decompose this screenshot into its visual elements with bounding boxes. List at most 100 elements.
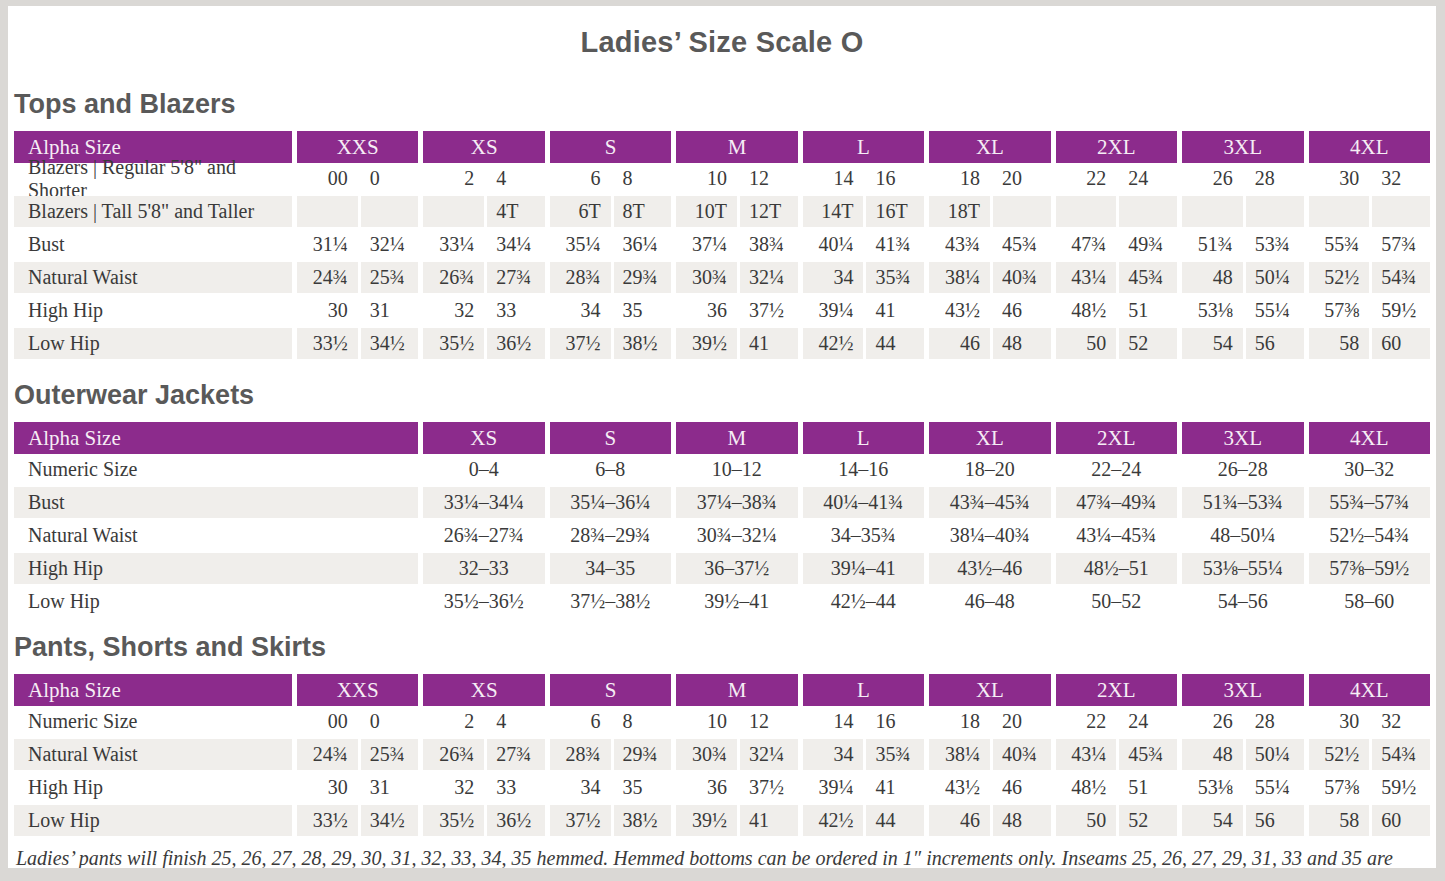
size-column-header: XL bbox=[924, 131, 1050, 163]
size-cell: 3031 bbox=[292, 772, 418, 803]
size-value: 51 bbox=[1116, 772, 1177, 803]
size-cell bbox=[1051, 196, 1177, 227]
size-value bbox=[990, 196, 1051, 227]
size-cell: 50–52 bbox=[1051, 586, 1178, 617]
size-value: 8 bbox=[611, 163, 672, 194]
size-value: 45¾ bbox=[1116, 262, 1177, 293]
table-row: Bust33¼–34¼35¼–36¼37¼–38¾40¼–41¾43¾–45¾4… bbox=[14, 487, 1430, 520]
table-row: Low Hip33½34½35½36½37½38½39½4142½4446485… bbox=[14, 805, 1430, 838]
size-column-header: L bbox=[798, 422, 925, 454]
size-value: 6 bbox=[550, 163, 611, 194]
size-cell: 38¼40¾ bbox=[924, 739, 1050, 770]
size-value: 34 bbox=[550, 295, 611, 326]
table-row: Natural Waist24¾25¾26¾27¾28¾29¾30¾32¼343… bbox=[14, 262, 1430, 295]
row-label: Natural Waist bbox=[14, 739, 292, 770]
row-label: Low Hip bbox=[14, 805, 292, 836]
size-value: 12 bbox=[737, 163, 798, 194]
size-column-header: M bbox=[671, 131, 797, 163]
size-cell: 35½–36½ bbox=[418, 586, 545, 617]
size-value: 42½ bbox=[803, 805, 864, 836]
size-cell: 10T12T bbox=[671, 196, 797, 227]
size-cell: 5860 bbox=[1304, 328, 1430, 359]
size-value: 46 bbox=[929, 805, 990, 836]
size-value: 43¼ bbox=[1056, 262, 1117, 293]
size-value: 32 bbox=[423, 295, 484, 326]
size-cell: 51¾53¾ bbox=[1177, 229, 1303, 260]
size-value: 26 bbox=[1182, 706, 1243, 737]
size-value: 41¾ bbox=[863, 229, 924, 260]
size-value: 00 bbox=[297, 706, 358, 737]
size-value: 24 bbox=[1116, 706, 1177, 737]
size-value: 30 bbox=[297, 295, 358, 326]
size-value: 12 bbox=[737, 706, 798, 737]
size-value: 2 bbox=[423, 163, 484, 194]
row-label: Blazers | Tall 5'8" and Taller bbox=[14, 196, 292, 227]
size-value: 51¾ bbox=[1182, 229, 1243, 260]
size-cell: 37½38½ bbox=[545, 328, 671, 359]
size-value: 20 bbox=[990, 706, 1051, 737]
size-cell: 18–20 bbox=[924, 454, 1051, 485]
size-value: 53⅛ bbox=[1182, 772, 1243, 803]
size-cell: 48½51 bbox=[1051, 295, 1177, 326]
size-cell: 55¾–57¾ bbox=[1304, 487, 1431, 518]
size-cell: 42½44 bbox=[798, 805, 924, 836]
size-value bbox=[297, 196, 358, 227]
size-value: 36¼ bbox=[611, 229, 672, 260]
size-value bbox=[1116, 196, 1177, 227]
size-value: 60 bbox=[1369, 328, 1430, 359]
size-value: 37½ bbox=[737, 295, 798, 326]
size-value: 60 bbox=[1369, 805, 1430, 836]
size-value: 38½ bbox=[611, 328, 672, 359]
size-value: 10T bbox=[676, 196, 737, 227]
size-value: 38¼ bbox=[929, 262, 990, 293]
size-cell: 14T16T bbox=[798, 196, 924, 227]
size-value: 54¾ bbox=[1369, 739, 1430, 770]
section-heading-outerwear-jackets: Outerwear Jackets bbox=[14, 377, 1436, 413]
size-cell: 24¾25¾ bbox=[292, 262, 418, 293]
size-value: 26¾ bbox=[423, 262, 484, 293]
size-value: 26 bbox=[1182, 163, 1243, 194]
size-value: 41 bbox=[863, 772, 924, 803]
size-cell bbox=[292, 196, 418, 227]
size-value: 16 bbox=[863, 706, 924, 737]
size-value: 52 bbox=[1116, 328, 1177, 359]
size-cell: 6T8T bbox=[545, 196, 671, 227]
size-value: 8T bbox=[611, 196, 672, 227]
size-value: 36 bbox=[676, 295, 737, 326]
size-cell: 54–56 bbox=[1177, 586, 1304, 617]
size-value: 12T bbox=[737, 196, 798, 227]
size-cell: 43½46 bbox=[924, 772, 1050, 803]
outerwear-jackets-table: Alpha SizeXSSMLXL2XL3XL4XLNumeric Size0–… bbox=[14, 422, 1430, 619]
size-cell: 46–48 bbox=[924, 586, 1051, 617]
size-cell: 43¾–45¾ bbox=[924, 487, 1051, 518]
tops-and-blazers-table: Alpha SizeXXSXSSMLXL2XL3XL4XLBlazers | R… bbox=[14, 131, 1430, 361]
size-cell: 38¼–40¾ bbox=[924, 520, 1051, 551]
size-value: 30 bbox=[1309, 163, 1370, 194]
size-cell: 57⅜59½ bbox=[1304, 295, 1430, 326]
size-cell: 37½–38½ bbox=[545, 586, 672, 617]
size-value: 39½ bbox=[676, 328, 737, 359]
size-cell: 3032 bbox=[1304, 163, 1430, 194]
size-column-header: S bbox=[545, 131, 671, 163]
size-value: 38½ bbox=[611, 805, 672, 836]
size-cell: 35¼36¼ bbox=[545, 229, 671, 260]
size-value: 48 bbox=[990, 805, 1051, 836]
row-label: Numeric Size bbox=[14, 454, 418, 485]
size-value: 26¾ bbox=[423, 739, 484, 770]
size-value bbox=[1182, 196, 1243, 227]
table-row: High Hip3031323334353637½39¼4143½4648½51… bbox=[14, 772, 1430, 805]
size-cell bbox=[1177, 196, 1303, 227]
size-column-header: 2XL bbox=[1051, 131, 1177, 163]
size-value: 50 bbox=[1056, 805, 1117, 836]
size-value: 24¾ bbox=[297, 739, 358, 770]
section-heading-pants-shorts-skirts: Pants, Shorts and Skirts bbox=[14, 629, 1436, 665]
size-column-header: XS bbox=[418, 674, 544, 706]
size-value: 30¾ bbox=[676, 739, 737, 770]
size-cell: 31¼32¼ bbox=[292, 229, 418, 260]
size-cell: 28¾–29¾ bbox=[545, 520, 672, 551]
size-value: 34 bbox=[803, 262, 864, 293]
size-cell: 1416 bbox=[798, 163, 924, 194]
size-cell: 4648 bbox=[924, 805, 1050, 836]
size-value: 59½ bbox=[1369, 295, 1430, 326]
table-row: Bust31¼32¼33¼34¼35¼36¼37¼38¾40¼41¾43¾45¾… bbox=[14, 229, 1430, 262]
